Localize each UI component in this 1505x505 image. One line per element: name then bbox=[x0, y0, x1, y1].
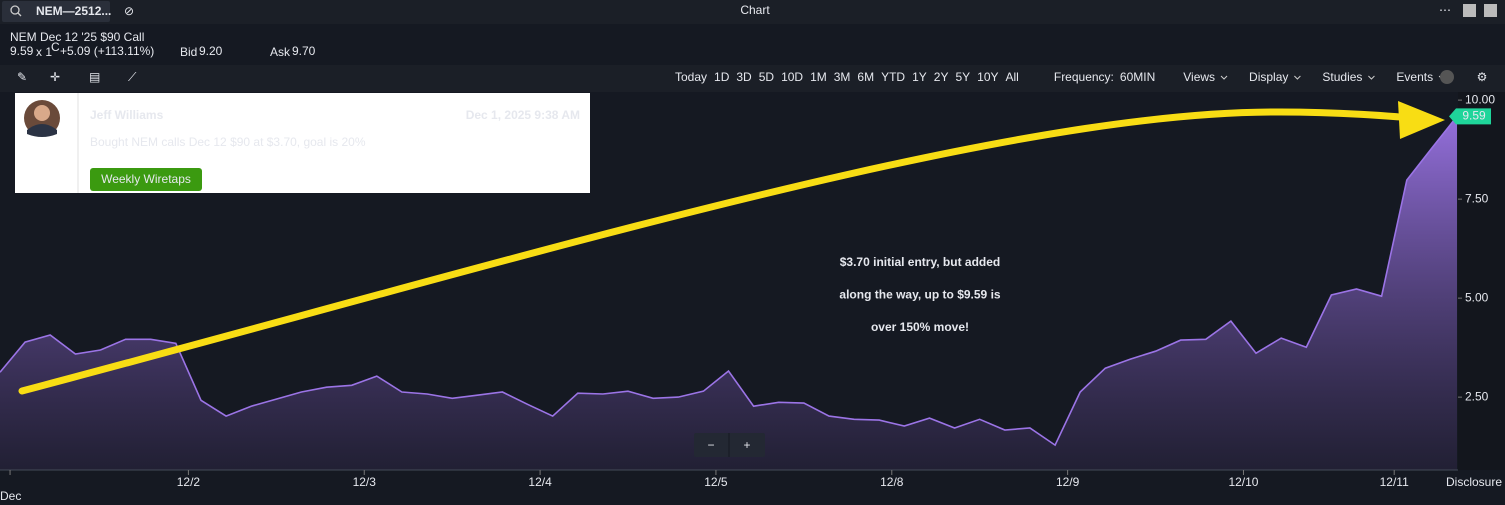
range-button[interactable]: 6M bbox=[857, 70, 874, 84]
range-button[interactable]: 1D bbox=[714, 70, 730, 84]
arrow-head bbox=[1398, 101, 1445, 139]
menu[interactable]: Views bbox=[1183, 70, 1215, 84]
frequency[interactable]: 60MIN bbox=[1120, 70, 1155, 84]
search-icon bbox=[10, 5, 20, 15]
zoom-in[interactable]: + bbox=[743, 438, 750, 452]
flag: C bbox=[51, 40, 60, 54]
y-tick-label: 5.00 bbox=[1465, 290, 1489, 304]
settings-icon[interactable]: ⚙ bbox=[1477, 70, 1488, 84]
x-tick-label: 12/8 bbox=[880, 475, 904, 489]
x-tick-label: 12/11 bbox=[1380, 475, 1409, 489]
x-tick-label: 12/5 bbox=[704, 475, 728, 489]
menu-icon[interactable]: ⋯ bbox=[1439, 3, 1451, 17]
note-icon[interactable]: ▤ bbox=[89, 70, 100, 84]
title-bar bbox=[0, 0, 1505, 24]
range-button[interactable]: Today bbox=[675, 70, 707, 84]
comment-author: Jeff Williams bbox=[90, 108, 164, 122]
change: +5.09 (+113.11%) bbox=[60, 44, 154, 58]
avatar bbox=[34, 105, 50, 121]
bid: 9.20 bbox=[199, 44, 223, 58]
menu[interactable]: Studies bbox=[1322, 70, 1362, 84]
disclosure[interactable]: Disclosure bbox=[1446, 475, 1502, 489]
draw-icon[interactable]: ✎ bbox=[17, 70, 27, 84]
x-tick-label: 12/4 bbox=[528, 475, 552, 489]
range-button[interactable]: YTD bbox=[881, 70, 905, 84]
ask-label: Ask bbox=[270, 45, 291, 59]
size: x 1 bbox=[36, 45, 52, 59]
x-tick-label: 12/9 bbox=[1056, 475, 1080, 489]
chevron bbox=[1294, 75, 1301, 80]
y-tick-label: 10.00 bbox=[1465, 92, 1495, 106]
range-button[interactable]: 10D bbox=[781, 70, 803, 84]
axes: 10.00 7.50 5.00 2.50 Dec 12/2 12/3 12/4 12/5 12/8… bbox=[0, 92, 1502, 503]
x-tick-label: 12/10 bbox=[1228, 475, 1258, 489]
area-fill bbox=[0, 116, 1457, 471]
link-icon[interactable]: ⊘ bbox=[124, 4, 134, 18]
price-tag bbox=[1449, 108, 1491, 125]
symbol-box[interactable] bbox=[2, 1, 110, 22]
instrument: NEM Dec 12 '25 $90 Call bbox=[10, 30, 144, 44]
zoom-out[interactable]: − bbox=[707, 438, 714, 452]
arrow bbox=[18, 108, 1429, 395]
restore-icon[interactable] bbox=[1463, 4, 1476, 17]
tag-button[interactable] bbox=[90, 168, 202, 191]
crosshair-icon[interactable]: ✛ bbox=[50, 70, 60, 84]
menu[interactable]: Display bbox=[1249, 70, 1288, 84]
range-button[interactable]: 3D bbox=[736, 70, 752, 84]
tag: Weekly Wiretaps bbox=[101, 172, 191, 186]
chevron bbox=[1368, 75, 1375, 80]
annotation-line: along the way, up to $9.59 is bbox=[839, 288, 1000, 302]
x-tick-label: 12/2 bbox=[177, 475, 201, 489]
range-button[interactable]: 5Y bbox=[955, 70, 970, 84]
annotation: $3.70 initial entry, but added along the … bbox=[839, 255, 1000, 334]
avatar bbox=[27, 124, 57, 137]
plot bbox=[0, 115, 1458, 471]
annotation-line: $3.70 initial entry, but added bbox=[840, 255, 1000, 269]
close-icon[interactable] bbox=[1484, 4, 1497, 17]
ask: 9.70 bbox=[292, 44, 316, 58]
menu[interactable]: Events bbox=[1396, 70, 1433, 84]
annotation-line: over 150% move! bbox=[871, 320, 969, 334]
range-button[interactable]: 2Y bbox=[934, 70, 949, 84]
range-button[interactable]: 5D bbox=[759, 70, 775, 84]
price-tag-label: 9.59 bbox=[1462, 109, 1486, 123]
toolbar bbox=[0, 65, 1505, 92]
y-tick-label: 7.50 bbox=[1465, 191, 1489, 205]
comment-text: Bought NEM calls Dec 12 $90 at $3.70, go… bbox=[90, 135, 366, 149]
symbol: NEM—2512... bbox=[36, 4, 111, 18]
search-icon bbox=[17, 12, 22, 17]
range-button[interactable]: 10Y bbox=[977, 70, 998, 84]
toolbar-items: ✎ ✛ ▤ ⟋ Today 1D 3D 5D 10D 1M 3M 6M YTD 1Y 2Y 5Y 10Y All F… bbox=[17, 70, 1487, 84]
price-line bbox=[0, 115, 1458, 447]
studies-icon[interactable]: ⟋ bbox=[128, 70, 137, 84]
range-button[interactable]: All bbox=[1006, 70, 1019, 84]
range-button[interactable]: 1M bbox=[810, 70, 827, 84]
window-title: Chart bbox=[740, 3, 770, 17]
frequency-label: Frequency: bbox=[1054, 70, 1114, 84]
x-tick-label: 12/3 bbox=[353, 475, 377, 489]
comment-time: Dec 1, 2025 9:38 AM bbox=[466, 108, 580, 122]
range-button[interactable]: 1Y bbox=[912, 70, 927, 84]
chevron bbox=[1220, 75, 1228, 80]
last: 9.59 bbox=[10, 44, 34, 58]
y-tick-label: 2.50 bbox=[1465, 389, 1489, 403]
bid-label: Bid bbox=[180, 45, 197, 59]
x-tick-label: Dec bbox=[0, 489, 21, 503]
status-icon bbox=[1440, 70, 1454, 84]
y-axis-area bbox=[1458, 92, 1505, 470]
range-button[interactable]: 3M bbox=[834, 70, 851, 84]
